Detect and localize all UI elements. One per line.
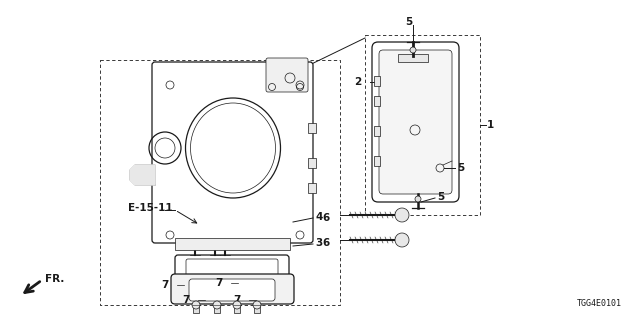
Text: 7: 7 (216, 278, 223, 288)
Bar (374, 76, 380, 86)
Text: 7: 7 (182, 295, 190, 305)
FancyBboxPatch shape (372, 42, 459, 202)
Circle shape (410, 47, 416, 53)
FancyBboxPatch shape (186, 259, 278, 279)
Text: E-15-11: E-15-11 (128, 203, 173, 213)
Text: 2: 2 (354, 77, 361, 87)
Bar (308, 158, 316, 168)
Circle shape (213, 301, 221, 309)
Text: 6: 6 (323, 238, 330, 248)
Text: 3: 3 (315, 238, 323, 248)
Bar (175, 238, 290, 250)
Bar (308, 123, 316, 133)
Bar (214, 305, 220, 313)
Circle shape (415, 196, 421, 202)
FancyBboxPatch shape (379, 50, 452, 194)
Bar (374, 96, 380, 106)
Circle shape (192, 301, 200, 309)
Text: 1: 1 (487, 120, 494, 130)
Text: 5: 5 (457, 163, 464, 173)
Circle shape (253, 301, 261, 309)
Bar (234, 305, 240, 313)
Bar (398, 54, 428, 62)
Polygon shape (130, 165, 155, 185)
FancyBboxPatch shape (189, 279, 275, 301)
Text: 4: 4 (315, 212, 323, 222)
Text: 7: 7 (162, 280, 169, 290)
Text: TGG4E0101: TGG4E0101 (577, 299, 622, 308)
FancyBboxPatch shape (266, 58, 308, 92)
FancyBboxPatch shape (152, 62, 313, 243)
Circle shape (395, 208, 409, 222)
Text: 7: 7 (234, 295, 241, 305)
FancyBboxPatch shape (171, 274, 294, 304)
FancyBboxPatch shape (175, 255, 289, 283)
Bar (308, 183, 316, 193)
Bar (193, 305, 199, 313)
Circle shape (395, 233, 409, 247)
Text: FR.: FR. (45, 274, 65, 284)
Text: 5: 5 (437, 192, 444, 202)
Bar (374, 126, 380, 136)
Circle shape (233, 301, 241, 309)
Bar (374, 156, 380, 166)
Text: 6: 6 (323, 213, 330, 223)
Text: 5: 5 (405, 17, 412, 27)
Bar (254, 305, 260, 313)
